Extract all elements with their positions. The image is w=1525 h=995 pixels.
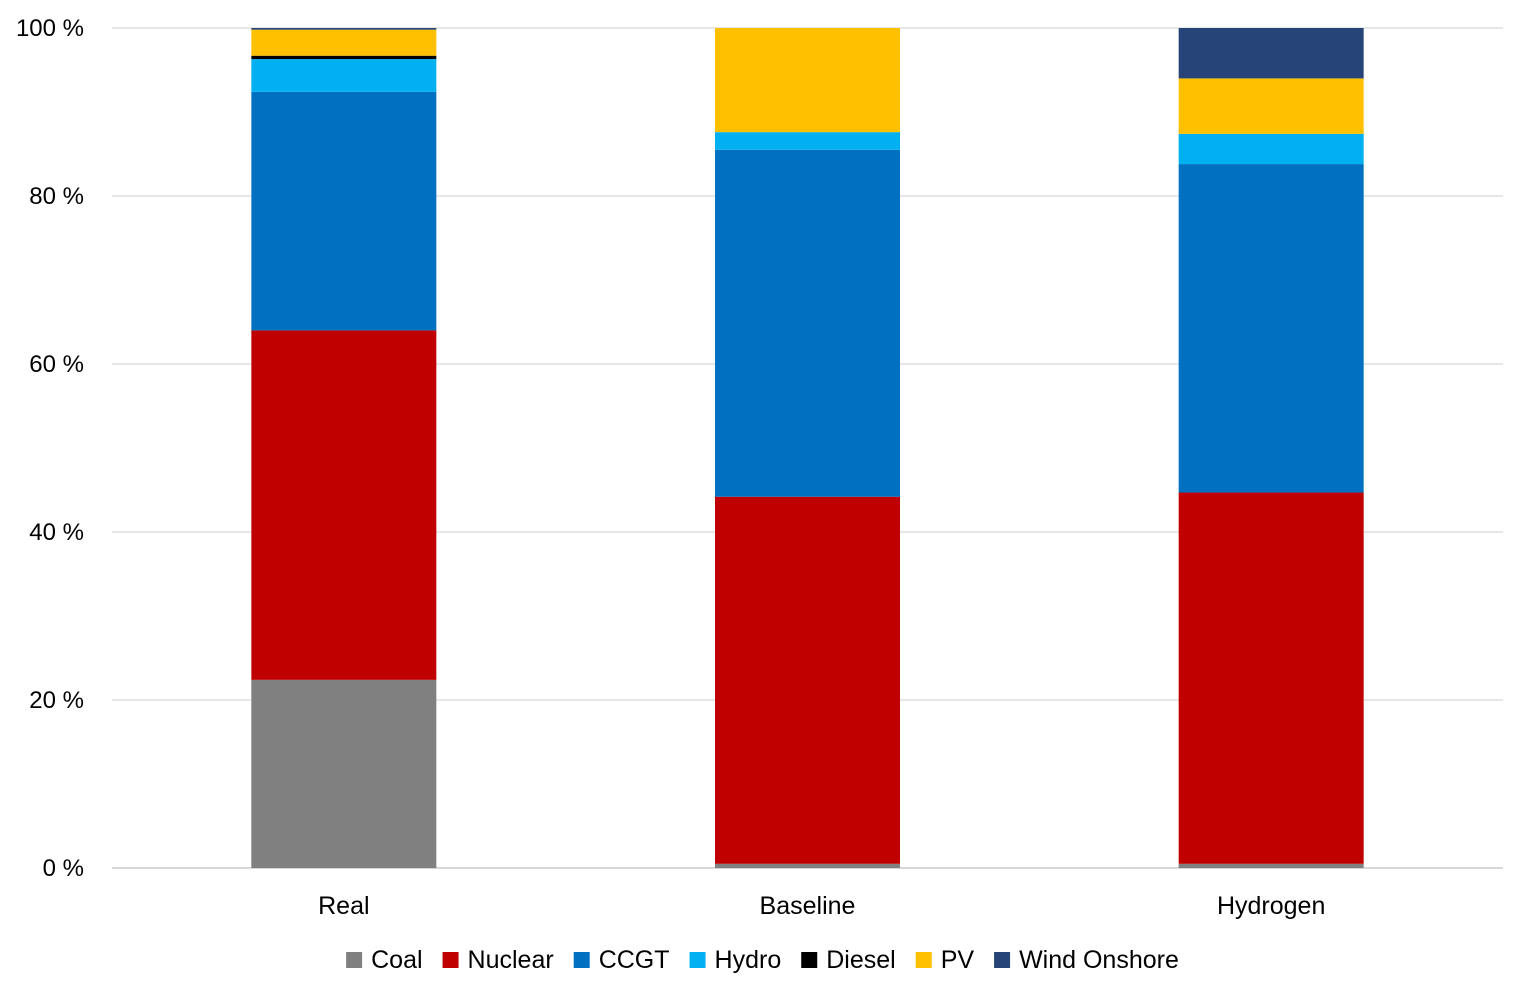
bar-real-coal	[251, 679, 437, 868]
y-axis: 0 % 20 % 40 % 60 % 80 % 100 %	[16, 15, 84, 882]
y-tick-label: 60 %	[29, 351, 84, 378]
legend-swatch-wind-onshore	[994, 952, 1011, 968]
bar-real-hydro	[251, 59, 437, 92]
y-tick-label: 80 %	[29, 183, 84, 210]
bar-hydrogen-pv	[1178, 78, 1364, 134]
legend-swatch-coal	[346, 952, 363, 968]
legend-label-diesel: Diesel	[826, 946, 895, 974]
bar-real-ccgt	[251, 91, 437, 331]
bar-hydrogen-hydro	[1178, 133, 1364, 165]
bar-real-diesel	[251, 55, 437, 60]
legend-swatch-pv	[915, 952, 932, 968]
bar-baseline-ccgt	[715, 149, 900, 497]
y-tick-label: 40 %	[29, 519, 84, 546]
legend-label-nuclear: Nuclear	[468, 946, 554, 974]
bar-baseline-hydro	[715, 132, 900, 150]
bar-hydrogen-wind-onshore	[1178, 28, 1364, 79]
x-tick-label-real: Real	[318, 892, 369, 920]
x-axis: Real Baseline Hydrogen	[318, 892, 1325, 920]
legend-swatch-ccgt	[573, 952, 590, 968]
bar-hydrogen-ccgt	[1178, 164, 1364, 493]
bar-hydrogen-nuclear	[1178, 492, 1364, 864]
legend-label-wind-onshore: Wind Onshore	[1019, 946, 1179, 974]
bars	[251, 28, 1364, 868]
legend-label-pv: PV	[941, 946, 975, 974]
bar-baseline-nuclear	[715, 496, 900, 864]
legend-label-hydro: Hydro	[715, 946, 782, 974]
bar-real-pv	[251, 29, 437, 56]
legend-label-ccgt: CCGT	[599, 946, 670, 974]
x-tick-label-baseline: Baseline	[760, 892, 856, 920]
legend-swatch-hydro	[689, 952, 706, 968]
bar-baseline-pv	[715, 28, 900, 133]
bar-real-nuclear	[251, 330, 437, 680]
legend-label-coal: Coal	[371, 946, 422, 974]
y-tick-label: 20 %	[29, 687, 84, 714]
legend-swatch-diesel	[801, 952, 818, 968]
bar-hydrogen-coal	[1178, 863, 1364, 868]
legend-swatch-nuclear	[442, 952, 459, 968]
bar-real-wind-onshore	[251, 28, 437, 30]
y-tick-label: 0 %	[43, 855, 84, 882]
legend: Coal Nuclear CCGT Hydro Diesel PV Wind Onshore	[346, 946, 1179, 974]
y-tick-label: 100 %	[16, 15, 84, 42]
bar-baseline-coal	[715, 863, 900, 868]
x-tick-label-hydrogen: Hydrogen	[1217, 892, 1325, 920]
